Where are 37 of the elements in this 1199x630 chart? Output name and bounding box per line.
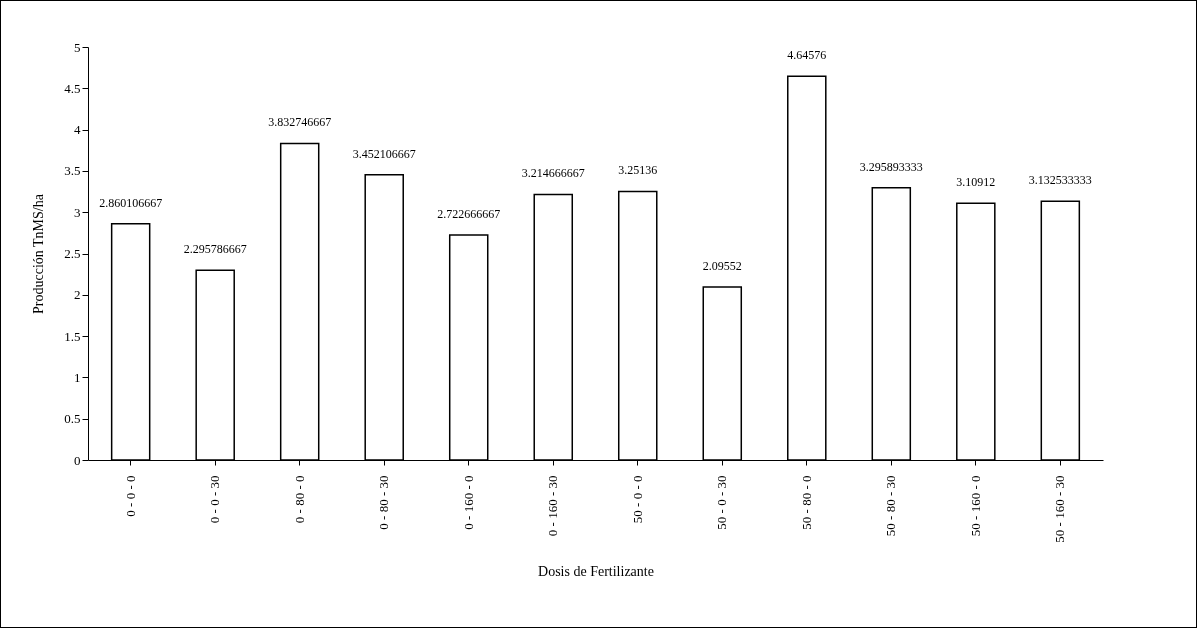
x-tick-label: 50 - 0 - 30 <box>714 475 730 530</box>
data-label: 3.452106667 <box>352 146 416 161</box>
data-label: 3.295893333 <box>859 159 923 174</box>
data-label: 2.295786667 <box>183 242 247 257</box>
data-label: 2.860106667 <box>99 195 163 210</box>
x-tick-label: 0 - 160 - 0 <box>460 475 476 530</box>
y-tick-label: 5 <box>74 39 81 55</box>
data-label: 3.214666667 <box>521 166 585 181</box>
x-tick-label: 50 - 0 - 0 <box>629 475 645 524</box>
x-tick-label: 0 - 0 - 0 <box>122 475 138 517</box>
x-tick-label: 50 - 80 - 30 <box>883 475 899 537</box>
data-label: 3.132533333 <box>1028 173 1092 188</box>
x-axis-title: Dosis de Fertilizante <box>538 563 654 579</box>
x-tick-label: 50 - 160 - 0 <box>967 475 983 537</box>
x-tick-label: 0 - 160 - 30 <box>545 475 561 537</box>
y-tick-label: 4.5 <box>64 80 81 96</box>
y-tick-label: 0 <box>74 452 81 468</box>
y-tick-label: 4 <box>74 122 81 138</box>
x-tick-label: 0 - 80 - 30 <box>376 475 392 530</box>
y-tick-label: 1.5 <box>64 328 81 344</box>
x-tick-label: 50 - 160 - 30 <box>1052 475 1068 543</box>
data-label: 3.832746667 <box>268 115 332 130</box>
x-tick-label: 0 - 80 - 0 <box>291 475 307 524</box>
y-tick-label: 0.5 <box>64 411 81 427</box>
y-tick-label: 3.5 <box>64 163 81 179</box>
y-tick-label: 1 <box>74 369 81 385</box>
data-label: 3.10912 <box>956 175 996 190</box>
y-tick-label: 3 <box>74 204 81 220</box>
data-label: 2.722666667 <box>437 207 501 222</box>
y-tick-label: 2 <box>74 287 81 303</box>
y-tick-label: 2.5 <box>64 246 81 261</box>
x-tick-label: 0 - 0 - 30 <box>207 475 223 524</box>
data-label: 2.09552 <box>702 258 742 273</box>
y-axis-title: Producción TnMS/ha <box>31 193 47 314</box>
data-label: 3.25136 <box>618 163 658 178</box>
x-tick-label: 50 - 80 - 0 <box>798 475 814 530</box>
data-label: 4.64576 <box>787 48 827 63</box>
